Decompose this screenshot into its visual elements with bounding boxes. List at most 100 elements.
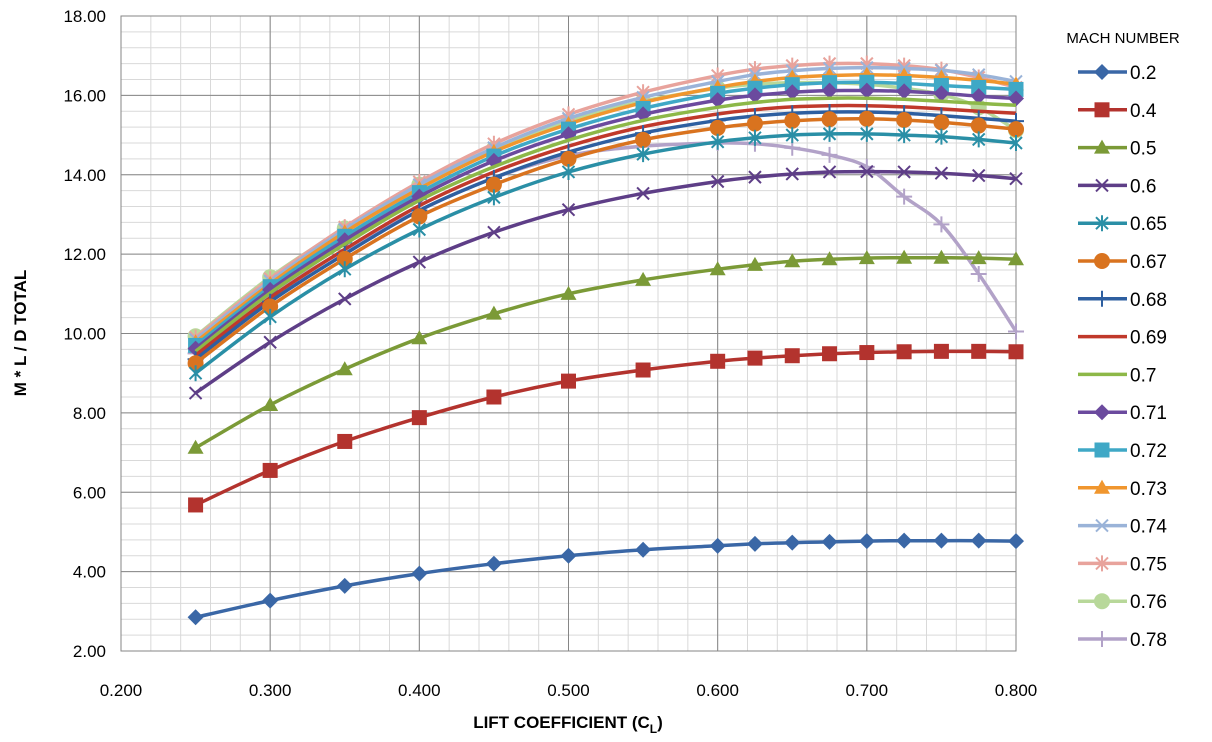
data-point bbox=[971, 79, 987, 95]
data-point bbox=[486, 389, 502, 405]
data-point bbox=[897, 165, 911, 179]
data-point bbox=[821, 146, 838, 163]
data-point bbox=[487, 225, 501, 240]
x-axis-title-suffix: ) bbox=[657, 713, 663, 732]
data-point bbox=[560, 547, 577, 564]
data-point bbox=[263, 335, 277, 349]
data-point bbox=[561, 163, 576, 180]
legend-title: MACH NUMBER bbox=[1066, 30, 1180, 47]
data-point bbox=[262, 298, 279, 315]
data-point bbox=[784, 253, 801, 268]
data-point bbox=[746, 87, 763, 104]
y-tick-label: 2.00 bbox=[73, 642, 106, 661]
data-point bbox=[822, 165, 837, 179]
data-point bbox=[336, 577, 353, 594]
data-point bbox=[785, 167, 799, 181]
data-point bbox=[858, 250, 875, 265]
data-point bbox=[187, 609, 204, 626]
legend-label: 0.71 bbox=[1130, 403, 1167, 424]
data-point bbox=[896, 188, 913, 205]
legend-label: 0.74 bbox=[1130, 517, 1167, 538]
data-point bbox=[560, 285, 577, 300]
series-line bbox=[194, 96, 1017, 353]
data-point bbox=[970, 532, 987, 549]
x-tick-label: 0.800 bbox=[995, 681, 1038, 700]
legend-item: 0.2 bbox=[1078, 63, 1156, 84]
data-point bbox=[411, 410, 427, 426]
data-point bbox=[636, 186, 650, 201]
legend-label: 0.73 bbox=[1130, 479, 1167, 500]
data-point bbox=[1008, 90, 1024, 107]
data-point bbox=[1008, 344, 1024, 360]
data-point bbox=[896, 344, 912, 360]
series-layer bbox=[187, 55, 1024, 626]
legend-item: 0.78 bbox=[1078, 630, 1167, 651]
legend-label: 0.6 bbox=[1130, 176, 1156, 197]
data-point bbox=[709, 537, 726, 554]
x-tick-label: 0.300 bbox=[249, 681, 292, 700]
legend-label: 0.2 bbox=[1130, 63, 1156, 84]
legend-item: 0.73 bbox=[1078, 479, 1167, 500]
legend-item: 0.4 bbox=[1078, 101, 1157, 122]
data-point bbox=[636, 146, 650, 163]
x-tick-label: 0.700 bbox=[846, 681, 889, 700]
legend-swatch-marker bbox=[1094, 290, 1110, 307]
data-point bbox=[188, 365, 203, 382]
legend-swatch-marker bbox=[1095, 555, 1109, 572]
data-point bbox=[338, 292, 352, 306]
legend-item: 0.76 bbox=[1078, 592, 1167, 613]
legend-swatch-marker bbox=[1095, 178, 1109, 193]
data-point bbox=[821, 251, 838, 266]
data-point bbox=[897, 127, 911, 144]
x-tick-labels: 0.200 0.300 0.400 0.500 0.600 0.700 0.800 bbox=[100, 681, 1038, 700]
legend-label: 0.7 bbox=[1130, 365, 1156, 386]
data-point bbox=[970, 265, 987, 282]
data-point bbox=[933, 216, 950, 233]
series-0.6 bbox=[188, 164, 1023, 400]
data-point bbox=[337, 433, 353, 449]
series-0.2 bbox=[187, 532, 1024, 626]
data-point bbox=[933, 343, 949, 359]
legend-swatch-marker bbox=[1094, 64, 1110, 80]
data-point bbox=[972, 131, 986, 148]
legend-label: 0.67 bbox=[1130, 252, 1167, 273]
data-point bbox=[411, 208, 428, 225]
data-point bbox=[1008, 251, 1024, 266]
data-point bbox=[262, 462, 278, 478]
data-point bbox=[1008, 323, 1024, 340]
data-point bbox=[336, 232, 353, 249]
legend-item: 0.65 bbox=[1078, 214, 1167, 235]
data-point bbox=[485, 555, 502, 572]
data-point bbox=[970, 117, 987, 134]
data-point bbox=[860, 164, 874, 179]
data-point bbox=[485, 305, 502, 320]
data-point bbox=[748, 129, 762, 146]
data-point bbox=[560, 150, 577, 167]
data-point bbox=[933, 249, 950, 264]
legend-label: 0.76 bbox=[1130, 592, 1167, 613]
data-point bbox=[746, 535, 763, 552]
data-point bbox=[188, 497, 204, 513]
data-point bbox=[896, 249, 913, 264]
data-point bbox=[412, 255, 427, 269]
legend-item: 0.5 bbox=[1078, 139, 1156, 160]
legend-label: 0.65 bbox=[1130, 214, 1167, 235]
data-point bbox=[896, 83, 913, 100]
data-point bbox=[859, 345, 875, 361]
data-point bbox=[860, 125, 874, 142]
y-tick-label: 16.00 bbox=[63, 86, 106, 105]
data-point bbox=[896, 532, 913, 549]
data-point bbox=[933, 114, 950, 131]
data-point bbox=[411, 188, 428, 205]
x-axis-title-subscript: L bbox=[650, 722, 657, 736]
legend-swatch-marker bbox=[1095, 518, 1109, 533]
data-point bbox=[896, 111, 913, 128]
data-point bbox=[933, 85, 950, 102]
data-point bbox=[784, 348, 800, 364]
legend-label: 0.72 bbox=[1130, 441, 1167, 462]
legend-label: 0.68 bbox=[1130, 290, 1167, 311]
data-point bbox=[709, 261, 726, 276]
legend-item: 0.74 bbox=[1078, 517, 1167, 538]
legend-item: 0.7 bbox=[1078, 365, 1156, 386]
